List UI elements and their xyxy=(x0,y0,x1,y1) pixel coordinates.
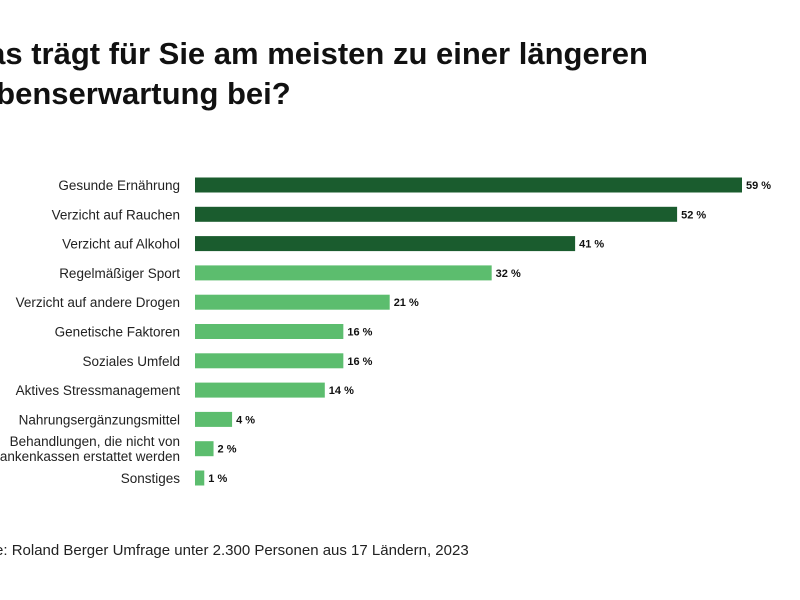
chart-title-line-1: Was trägt für Sie am meisten zu einer lä… xyxy=(0,36,648,71)
value-label-11: 1 % xyxy=(208,473,227,485)
bar-4 xyxy=(195,265,492,281)
category-label-3: Verzicht auf Alkohol xyxy=(62,237,180,252)
bar-2 xyxy=(195,206,678,222)
source-note: Quelle: Roland Berger Umfrage unter 2.30… xyxy=(0,542,469,559)
value-label-4: 32 % xyxy=(496,268,521,280)
value-label-9: 4 % xyxy=(236,414,255,426)
bar-3 xyxy=(195,236,576,252)
category-label-8: Aktives Stressmanagement xyxy=(16,383,181,398)
category-label-1: Gesunde Ernährung xyxy=(58,178,180,193)
category-label-2: Verzicht auf Rauchen xyxy=(52,207,180,222)
bar-10 xyxy=(195,441,214,457)
bar-8 xyxy=(195,382,325,398)
bar-6 xyxy=(195,324,344,339)
bar-5 xyxy=(195,294,390,310)
category-label-7: Soziales Umfeld xyxy=(82,354,180,369)
category-label-4: Regelmäßiger Sport xyxy=(59,266,180,281)
category-label-5: Verzicht auf andere Drogen xyxy=(16,295,180,310)
value-label-2: 52 % xyxy=(681,209,706,221)
bar-7 xyxy=(195,353,344,369)
bar-1 xyxy=(195,177,742,193)
value-label-8: 14 % xyxy=(329,385,354,397)
category-label-6: Genetische Faktoren xyxy=(55,325,180,340)
value-label-7: 16 % xyxy=(347,356,372,368)
chart-title: Was trägt für Sie am meisten zu einer lä… xyxy=(0,34,648,114)
value-label-6: 16 % xyxy=(347,327,372,339)
value-label-10: 2 % xyxy=(218,444,237,456)
category-label-11: Sonstiges xyxy=(121,471,181,486)
chart-title-line-2: Lebenserwartung bei? xyxy=(0,76,291,111)
bar-9 xyxy=(195,411,233,427)
bar-11 xyxy=(195,470,205,486)
value-label-1: 59 % xyxy=(746,180,771,192)
value-label-5: 21 % xyxy=(394,297,419,309)
category-label-10: Behandlungen, die nicht von Krankenkassen… xyxy=(0,434,180,464)
value-label-3: 41 % xyxy=(579,239,604,251)
category-label-9: Nahrungsergänzungsmittel xyxy=(19,412,180,427)
